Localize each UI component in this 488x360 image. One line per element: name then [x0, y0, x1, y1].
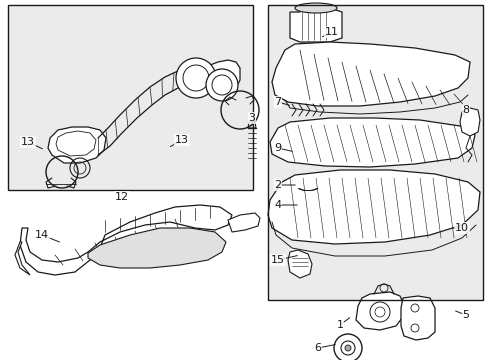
Text: 7: 7	[274, 97, 281, 107]
Polygon shape	[15, 242, 30, 275]
Ellipse shape	[294, 3, 336, 13]
Polygon shape	[459, 108, 479, 136]
Text: 5: 5	[462, 310, 468, 320]
Bar	[8, 5, 252, 190]
Bar	[267, 5, 482, 300]
Text: 13: 13	[175, 135, 189, 145]
Polygon shape	[400, 296, 434, 340]
Text: 13: 13	[21, 137, 35, 147]
Polygon shape	[48, 127, 106, 163]
Text: 8: 8	[462, 105, 468, 115]
Polygon shape	[227, 213, 260, 232]
Polygon shape	[204, 60, 240, 95]
Text: 12: 12	[115, 192, 129, 202]
Bar	[267, 5, 482, 300]
Text: 11: 11	[325, 27, 338, 37]
Bar	[8, 5, 252, 190]
Text: 15: 15	[270, 255, 285, 265]
Polygon shape	[355, 292, 403, 330]
Polygon shape	[287, 250, 311, 278]
Polygon shape	[88, 228, 225, 268]
Polygon shape	[271, 42, 469, 106]
Text: 10: 10	[454, 223, 468, 233]
Text: 1: 1	[336, 320, 343, 330]
Polygon shape	[20, 205, 231, 275]
Text: 2: 2	[274, 180, 281, 190]
Text: 9: 9	[274, 143, 281, 153]
Polygon shape	[267, 170, 479, 244]
Circle shape	[205, 69, 238, 101]
Circle shape	[176, 58, 216, 98]
Circle shape	[345, 345, 350, 351]
Text: 6: 6	[314, 343, 321, 353]
Text: 14: 14	[35, 230, 49, 240]
Text: 4: 4	[274, 200, 281, 210]
Polygon shape	[269, 118, 474, 167]
Polygon shape	[289, 8, 341, 42]
Text: 3: 3	[248, 113, 255, 123]
